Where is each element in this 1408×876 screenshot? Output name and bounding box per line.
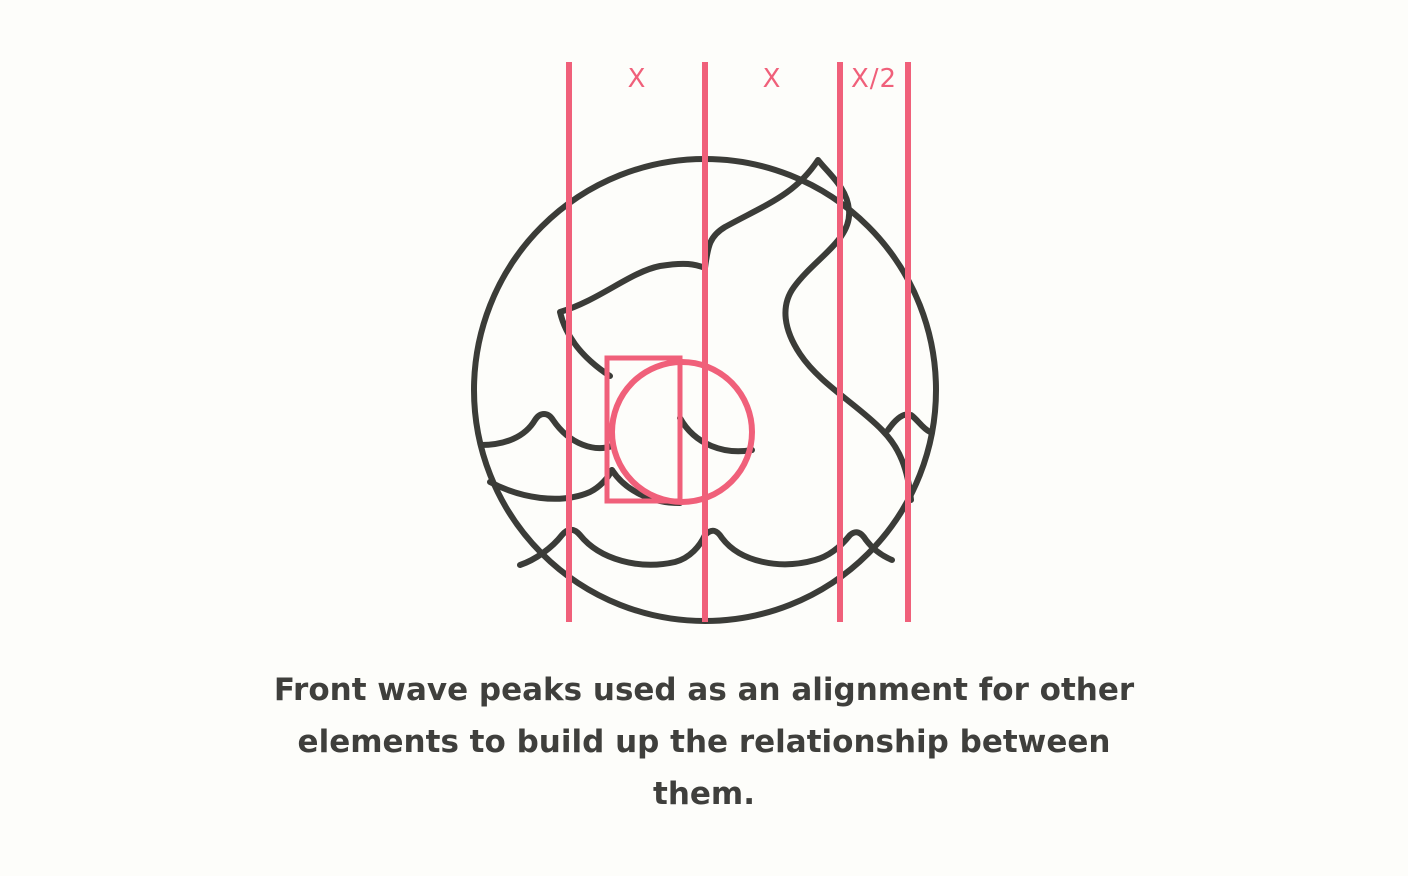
guide-label-x-2: X	[763, 64, 782, 94]
front-wave-top-right	[677, 415, 755, 455]
diagram-caption: Front wave peaks used as an alignment fo…	[273, 672, 1135, 812]
guide-label-x-half: X/2	[851, 64, 897, 94]
guide-label-x-1: X	[628, 64, 647, 94]
front-wave-top	[478, 411, 615, 452]
lower-wave	[517, 526, 895, 568]
guide-circle	[609, 359, 755, 505]
tail-fin-outline	[557, 157, 914, 503]
alignment-guides	[566, 62, 911, 622]
guide-rectangle	[604, 355, 683, 504]
front-wave-bottom	[487, 467, 615, 502]
